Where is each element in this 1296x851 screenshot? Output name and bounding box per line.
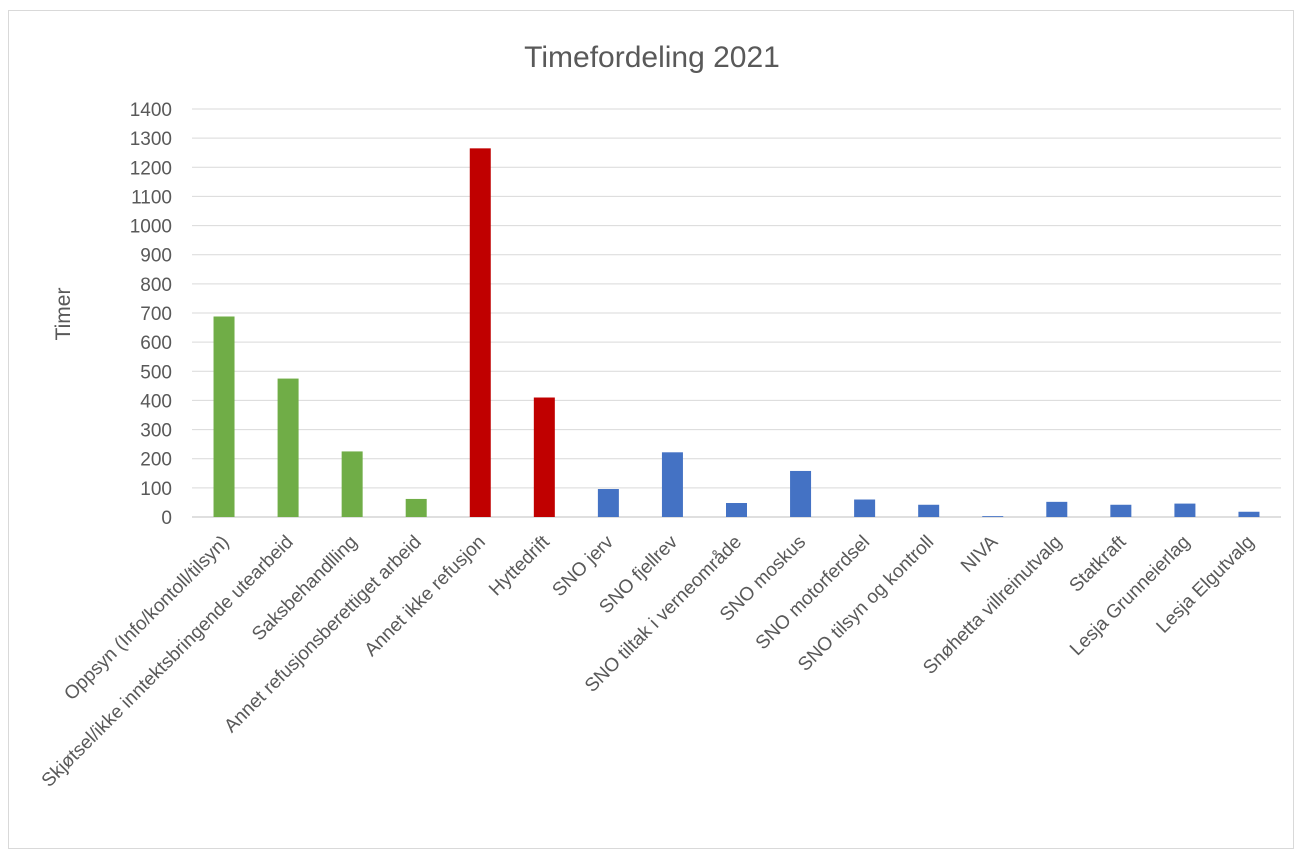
y-tick-label: 900 <box>140 246 172 267</box>
x-tick-label: Annet ikke refusjon <box>361 532 490 661</box>
bar <box>405 498 427 517</box>
bars <box>213 148 1260 518</box>
y-tick-label: 500 <box>140 362 172 383</box>
y-tick-label: 1300 <box>130 129 172 150</box>
y-tick-label: 1000 <box>130 217 172 238</box>
bar <box>341 451 363 517</box>
bar <box>1174 503 1196 517</box>
bar-chart: Timefordeling 2021 Timer 0 100 200 300 400 50… <box>38 41 1281 791</box>
y-tick-labels: 0 100 200 300 400 500 600 700 800 900 1000 1100 1200… <box>130 100 172 529</box>
y-tick-label: 1100 <box>131 187 172 208</box>
bar <box>469 148 491 518</box>
x-tick-label: Lesja Grunneierlag <box>1066 532 1194 660</box>
y-tick-label: 0 <box>161 508 172 529</box>
x-tick-label: Skjøtsel/ikke inntektsbringende utearbei… <box>38 532 298 792</box>
y-tick-label: 400 <box>140 391 172 412</box>
y-tick-label: 200 <box>140 450 172 471</box>
bar <box>726 503 747 517</box>
bar <box>277 378 299 517</box>
y-tick-label: 1200 <box>130 158 172 179</box>
gridlines <box>192 108 1281 518</box>
bar <box>661 452 683 517</box>
bar <box>854 499 876 517</box>
chart-frame: Timefordeling 2021 Timer 0 100 200 300 400 50… <box>8 10 1294 849</box>
bar <box>918 504 940 517</box>
x-tick-label: Statkraft <box>1066 531 1131 596</box>
bar <box>213 316 235 517</box>
bar <box>533 397 555 517</box>
bar <box>597 489 619 517</box>
y-tick-label: 300 <box>140 421 172 442</box>
bar <box>982 516 1004 517</box>
x-tick-label: Hyttedrift <box>485 531 554 600</box>
y-tick-label: 600 <box>140 333 172 354</box>
bar <box>790 470 812 517</box>
y-tick-label: 800 <box>140 275 172 296</box>
x-tick-label: SNO motorferdsel <box>752 532 874 654</box>
y-tick-label: 100 <box>140 479 172 500</box>
y-tick-label: 700 <box>140 304 172 325</box>
bar <box>1110 504 1132 517</box>
chart-title: Timefordeling 2021 <box>524 41 780 74</box>
bar <box>1046 501 1068 517</box>
y-axis-label: Timer <box>52 288 75 341</box>
y-tick-label: 1400 <box>130 100 172 121</box>
x-tick-label: NIVA <box>957 531 1002 576</box>
x-tick-labels: Oppsyn (Info/kontoll/tilsyn)Skjøtsel/ikk… <box>38 531 1259 791</box>
bar <box>1238 511 1260 517</box>
